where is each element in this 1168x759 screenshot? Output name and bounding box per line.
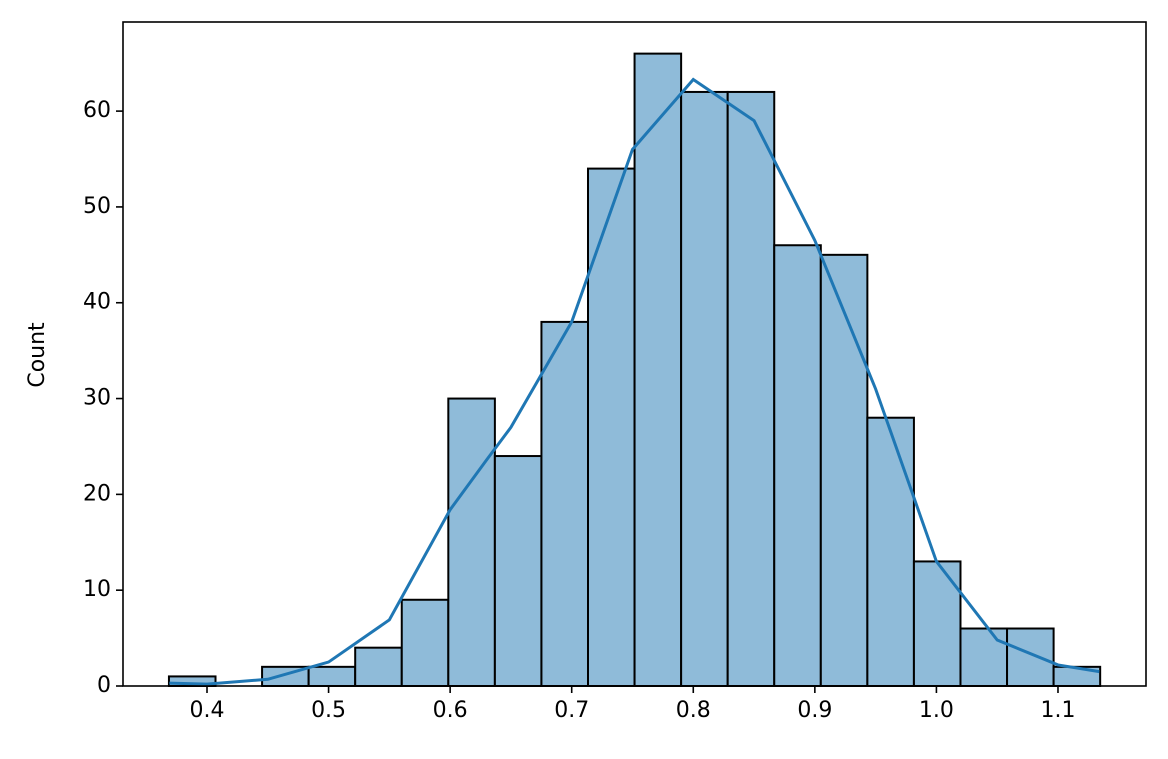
kde-line [169,77,1100,686]
bar [400,598,450,687]
x-tick-label: 0.4 [190,698,225,723]
y-tick-label: 30 [83,386,111,411]
bar [307,665,357,687]
x-tick-label: 0.6 [433,698,468,723]
x-tick-label: 1.0 [919,698,954,723]
bar [680,90,729,687]
bar [354,646,403,688]
bar [540,320,589,687]
bar [819,253,869,687]
plot-frame [122,21,1147,687]
x-tick-label: 0.9 [797,698,832,723]
x-tick-label: 1.1 [1040,698,1075,723]
x-tick-label: 0.5 [311,698,346,723]
y-tick-label: 10 [83,577,111,602]
x-tick-label: 0.8 [676,698,711,723]
y-axis-label: Count [25,322,50,388]
bar [912,560,962,688]
bar [959,627,1009,687]
bar [866,416,915,687]
y-tick-label: 20 [83,481,111,506]
y-tick-label: 60 [83,98,111,123]
bar [773,244,822,687]
bar [447,397,496,687]
y-tick-label: 50 [83,194,111,219]
bar [587,167,636,687]
bar [1006,627,1055,687]
y-tick-label: 40 [83,290,111,315]
bar [493,455,543,688]
bar [726,90,776,687]
x-tick-label: 0.7 [554,698,589,723]
y-tick-label: 0 [97,673,111,698]
bar [633,52,683,688]
